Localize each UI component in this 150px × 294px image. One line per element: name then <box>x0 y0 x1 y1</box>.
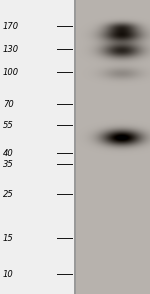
Text: 70: 70 <box>3 100 14 108</box>
Text: 40: 40 <box>3 149 14 158</box>
Text: 170: 170 <box>3 22 19 31</box>
Text: 10: 10 <box>3 270 14 279</box>
Text: 100: 100 <box>3 69 19 77</box>
Text: 35: 35 <box>3 160 14 169</box>
Text: 25: 25 <box>3 190 14 199</box>
Text: 15: 15 <box>3 235 14 243</box>
Text: 130: 130 <box>3 46 19 54</box>
Text: 55: 55 <box>3 121 14 130</box>
